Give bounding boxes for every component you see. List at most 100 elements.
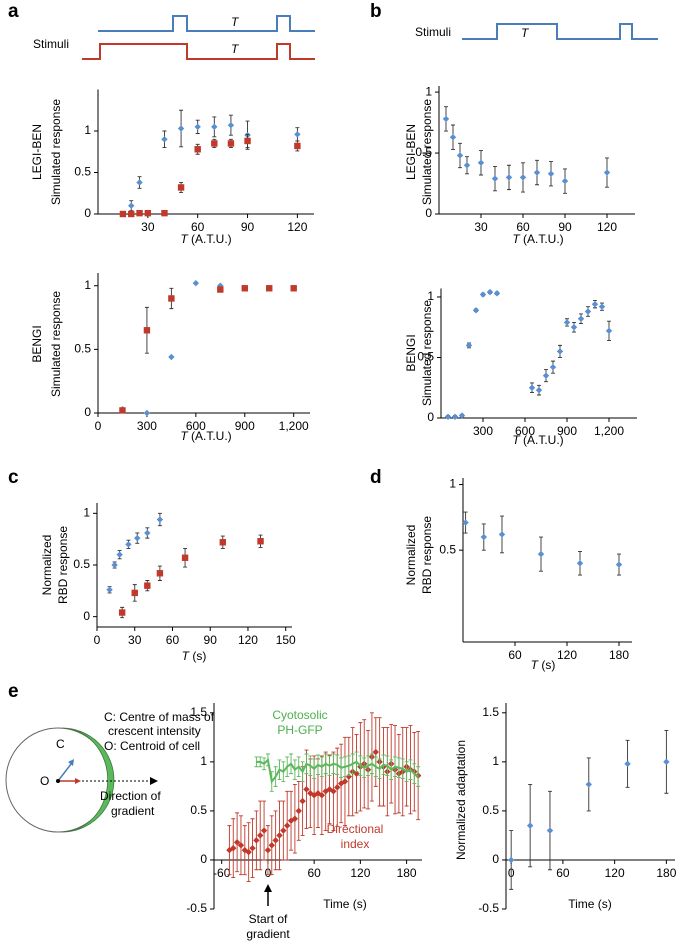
x-axis-label: Time (s) bbox=[323, 897, 367, 911]
x-tick-label: 60 bbox=[516, 220, 530, 234]
x-label-unit: (s) bbox=[192, 649, 206, 663]
data-point bbox=[134, 534, 141, 542]
stimuli-label: Stimuli bbox=[33, 37, 69, 51]
data-point bbox=[291, 815, 299, 822]
data-point bbox=[125, 541, 132, 548]
data-point bbox=[280, 827, 287, 834]
panel-label: d bbox=[370, 467, 382, 488]
data-point bbox=[233, 839, 241, 846]
data-point bbox=[227, 140, 235, 147]
data-point bbox=[498, 531, 506, 538]
x-axis-label: T (A.T.U.) bbox=[180, 232, 231, 246]
annotation: gradient bbox=[246, 927, 290, 941]
x-tick-label: 120 bbox=[287, 220, 307, 234]
y-tick-label: 0 bbox=[84, 405, 91, 419]
data-point bbox=[535, 386, 543, 394]
y-axis-label: LEGI-BEN bbox=[404, 124, 418, 180]
panel-label: a bbox=[8, 1, 19, 22]
data-point bbox=[245, 848, 252, 856]
x-tick-label: 60 bbox=[191, 220, 205, 234]
data-point bbox=[493, 290, 501, 297]
x-label-var: T bbox=[180, 429, 189, 443]
y-axis-label: BENGI bbox=[404, 334, 418, 371]
data-point bbox=[563, 319, 571, 326]
y-tick-label: 1 bbox=[449, 477, 456, 491]
data-point bbox=[491, 175, 499, 182]
data-point bbox=[537, 550, 545, 558]
stimulus-trace bbox=[98, 15, 315, 32]
x-tick-label: 120 bbox=[597, 220, 617, 234]
data-point bbox=[561, 177, 569, 185]
data-point bbox=[143, 409, 151, 417]
data-point bbox=[303, 786, 310, 793]
data-point bbox=[546, 827, 554, 834]
data-point bbox=[533, 169, 541, 176]
y-tick-label: 0.5 bbox=[417, 350, 434, 364]
x-label-var: T bbox=[512, 433, 521, 447]
data-point bbox=[264, 846, 272, 854]
data-point bbox=[211, 123, 218, 131]
data-point bbox=[268, 842, 275, 849]
data-point bbox=[326, 786, 333, 793]
data-point bbox=[598, 303, 606, 310]
y-tick-label: 1 bbox=[200, 754, 207, 768]
y-tick-label: 1.5 bbox=[482, 705, 499, 719]
x-tick-label: 120 bbox=[350, 866, 370, 880]
y-tick-label: 0 bbox=[425, 206, 432, 220]
crescent bbox=[61, 727, 115, 833]
data-point bbox=[290, 285, 297, 292]
data-point bbox=[314, 790, 322, 797]
o-label: O bbox=[40, 774, 49, 788]
c-vector bbox=[57, 763, 72, 782]
data-point bbox=[299, 797, 306, 805]
y-tick-label: 1 bbox=[425, 84, 432, 98]
x-label-var: T bbox=[512, 232, 521, 246]
data-point bbox=[266, 285, 273, 292]
data-point bbox=[372, 748, 379, 756]
y-axis-label: Simulated response bbox=[420, 99, 434, 205]
x-tick-label: 60 bbox=[307, 866, 321, 880]
data-point bbox=[507, 856, 515, 864]
data-point bbox=[257, 832, 264, 839]
data-point bbox=[542, 372, 550, 379]
x-tick-label: 900 bbox=[557, 424, 577, 438]
data-point bbox=[287, 817, 295, 824]
y-tick-label: 1 bbox=[83, 506, 90, 520]
data-point bbox=[177, 125, 185, 132]
data-point bbox=[547, 170, 555, 177]
data-point bbox=[345, 773, 353, 780]
direction-text: Direction of bbox=[100, 789, 161, 803]
x-axis-label: T (s) bbox=[531, 658, 556, 672]
data-point bbox=[603, 169, 611, 176]
data-point bbox=[161, 136, 168, 143]
data-point bbox=[118, 609, 126, 616]
period-label: T bbox=[231, 42, 240, 56]
y-tick-label: 0.5 bbox=[439, 542, 456, 556]
legend-text: C: Centre of mass of bbox=[104, 710, 215, 724]
data-point bbox=[194, 146, 201, 153]
annotation: index bbox=[341, 837, 370, 851]
arrow-head bbox=[75, 778, 81, 784]
stimulus-trace bbox=[82, 43, 315, 60]
x-label-var: T bbox=[531, 658, 540, 672]
y-axis-label: Normalized bbox=[404, 525, 418, 586]
x-tick-label: -60 bbox=[213, 866, 231, 880]
data-point bbox=[624, 760, 631, 768]
y-axis-label: RBD response bbox=[420, 516, 434, 594]
x-label-unit: (A.T.U.) bbox=[191, 232, 232, 246]
y-axis-label: Normalized adaptation bbox=[454, 740, 468, 860]
y-axis-label: RBD response bbox=[56, 526, 70, 604]
y-tick-label: -0.5 bbox=[478, 901, 499, 915]
data-point bbox=[519, 174, 527, 181]
data-point bbox=[526, 822, 534, 829]
x-tick-label: 180 bbox=[397, 866, 417, 880]
data-point bbox=[192, 279, 200, 287]
y-tick-label: 1 bbox=[427, 289, 434, 303]
y-tick-label: 0 bbox=[492, 852, 499, 866]
data-point bbox=[226, 846, 233, 854]
data-point bbox=[272, 837, 279, 844]
data-point bbox=[505, 174, 513, 181]
x-tick-label: 60 bbox=[556, 866, 570, 880]
